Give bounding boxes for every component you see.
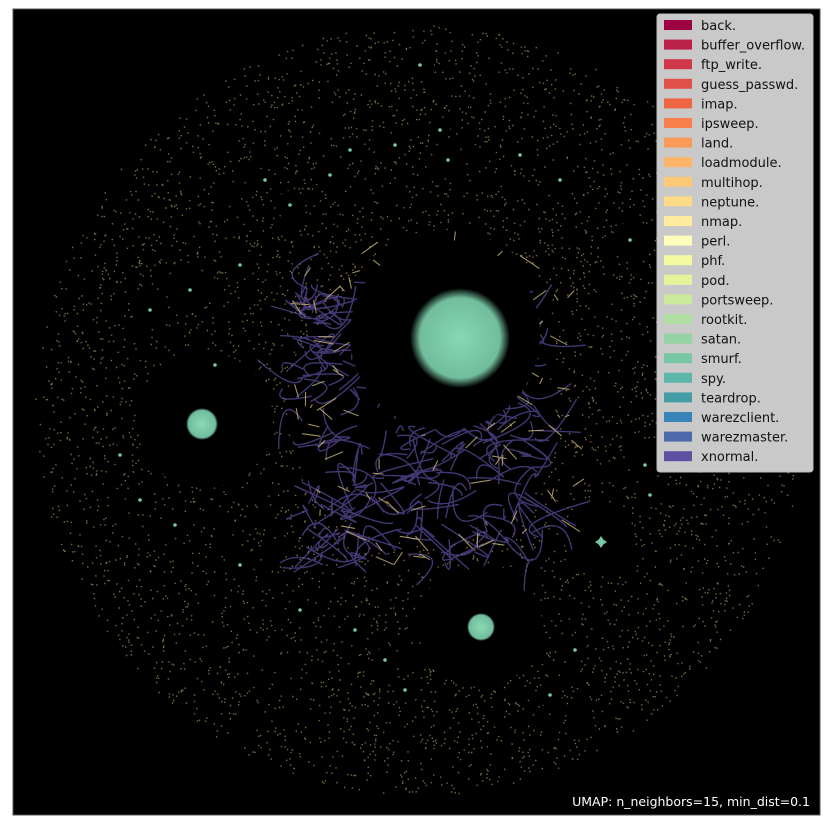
smurf-cluster: [410, 288, 510, 388]
legend-swatch: [664, 78, 692, 89]
legend-label: ipsweep.: [701, 117, 759, 132]
legend-label: spy.: [701, 372, 726, 387]
legend-label: guess_passwd.: [701, 78, 798, 93]
legend-swatch: [664, 412, 692, 422]
smurf-cluster: [467, 613, 495, 641]
tiny-cluster-point: [573, 648, 577, 652]
legend-swatch: [664, 235, 692, 246]
tiny-cluster-point: [628, 238, 632, 242]
tiny-cluster-point: [138, 498, 142, 502]
tiny-cluster-point: [383, 658, 387, 662]
tiny-cluster-point: [393, 143, 397, 147]
legend-label: perl.: [701, 235, 730, 250]
tiny-cluster-point: [558, 178, 562, 182]
tiny-cluster-point: [328, 173, 332, 177]
legend-label: warezmaster.: [701, 431, 788, 446]
tiny-cluster-point: [263, 178, 267, 182]
legend-swatch: [664, 274, 692, 285]
tiny-cluster-point: [643, 463, 647, 467]
legend-label: multihop.: [701, 176, 763, 191]
legend-label: satan.: [701, 333, 741, 348]
legend-swatch: [664, 353, 692, 364]
legend-swatch: [664, 216, 692, 226]
tiny-cluster-point: [238, 563, 242, 567]
legend-swatch: [664, 157, 692, 168]
legend-label: pod.: [701, 274, 730, 289]
legend-swatch: [664, 118, 692, 128]
star-cluster: [595, 536, 607, 548]
legend-box: [656, 13, 814, 473]
legend-label: warezclient.: [701, 411, 779, 426]
legend-label: rootkit.: [701, 313, 747, 328]
legend-swatch: [664, 333, 692, 344]
tiny-cluster-point: [446, 158, 450, 162]
umap-caption: UMAP: n_neighbors=15, min_dist=0.1: [572, 794, 810, 809]
tiny-cluster-point: [353, 628, 357, 632]
tiny-cluster-point: [548, 693, 552, 697]
legend-swatch: [664, 196, 692, 207]
legend-label: smurf.: [701, 352, 742, 367]
tiny-cluster-point: [213, 363, 217, 367]
legend-label: ftp_write.: [701, 58, 762, 73]
legend-label: imap.: [701, 97, 738, 112]
tiny-cluster-point: [173, 523, 177, 527]
legend-label: xnormal.: [701, 450, 758, 465]
tiny-cluster-point: [648, 493, 652, 497]
tiny-cluster-point: [518, 153, 522, 157]
smurf-cluster: [186, 408, 218, 440]
tiny-cluster-point: [238, 263, 242, 267]
legend-swatch: [664, 294, 692, 305]
green-clusters: [186, 288, 607, 641]
legend-label: land.: [701, 137, 733, 152]
legend-swatch: [664, 372, 692, 383]
legend-label: loadmodule.: [701, 156, 782, 171]
legend-swatch: [664, 59, 692, 70]
legend: back. buffer_overflow. ftp_write. guess_pas…: [656, 13, 814, 473]
legend-swatch: [664, 451, 692, 462]
legend-swatch: [664, 392, 692, 403]
legend-label: back.: [701, 19, 736, 34]
tiny-cluster-point: [188, 288, 192, 292]
legend-label: nmap.: [701, 215, 742, 230]
legend-swatch: [664, 431, 692, 442]
tiny-cluster-point: [348, 148, 352, 152]
legend-swatch: [664, 98, 692, 109]
legend-swatch: [664, 255, 692, 266]
legend-swatch: [664, 20, 692, 30]
tiny-cluster-point: [403, 688, 407, 692]
legend-label: portsweep.: [701, 293, 773, 308]
tiny-cluster-point: [418, 63, 422, 67]
legend-label: teardrop.: [701, 391, 761, 406]
legend-label: phf.: [701, 254, 725, 269]
tiny-cluster-point: [148, 308, 152, 312]
tiny-cluster-point: [438, 128, 442, 132]
legend-swatch: [664, 314, 692, 324]
legend-swatch: [664, 176, 692, 187]
legend-label: buffer_overflow.: [701, 39, 805, 54]
legend-label: neptune.: [701, 195, 759, 210]
tiny-cluster-point: [288, 203, 292, 207]
legend-swatch: [664, 137, 692, 148]
legend-swatch: [664, 39, 692, 50]
tiny-cluster-point: [118, 453, 122, 457]
tiny-cluster-point: [298, 608, 302, 612]
